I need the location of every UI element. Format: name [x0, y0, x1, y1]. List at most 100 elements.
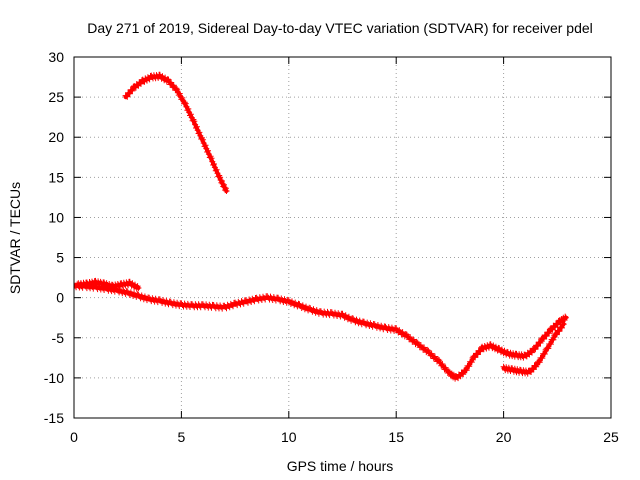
data-point — [532, 346, 539, 353]
data-point — [547, 341, 554, 348]
y-axis-label: SDTVAR / TECUs — [7, 182, 23, 294]
data-point — [219, 178, 225, 184]
data-point — [562, 313, 569, 320]
data-point — [463, 367, 470, 374]
series-satellite-arc-1 — [122, 71, 230, 194]
data-point — [529, 365, 536, 372]
chart-title: Day 271 of 2019, Sidereal Day-to-day VTE… — [87, 20, 593, 36]
data-point — [176, 90, 183, 97]
y-tick-label: -10 — [44, 370, 64, 386]
x-tick-label: 15 — [388, 429, 404, 445]
data-point — [541, 336, 547, 342]
data-point — [536, 359, 543, 366]
data-point — [217, 174, 224, 181]
data-point — [542, 332, 549, 339]
data-point — [219, 180, 226, 187]
data-point — [560, 321, 567, 328]
plot-frame — [73, 56, 612, 419]
data-point — [550, 336, 557, 343]
data-point — [185, 105, 192, 112]
data-point — [528, 369, 535, 375]
data-point — [173, 85, 180, 92]
data-point — [424, 346, 431, 353]
data-point — [546, 330, 553, 337]
data-point — [472, 354, 479, 361]
data-point — [413, 338, 420, 345]
data-point — [541, 351, 548, 357]
data-point — [217, 177, 224, 184]
x-tick-label: 20 — [496, 429, 512, 445]
data-point — [223, 188, 230, 194]
data-point — [187, 111, 194, 118]
y-tick-label: 25 — [48, 89, 64, 105]
data-point — [468, 359, 475, 366]
data-point — [559, 324, 565, 331]
y-tick-label: 10 — [48, 209, 64, 225]
y-tick-label: 0 — [56, 290, 64, 306]
data-point — [436, 357, 443, 364]
data-point — [181, 99, 188, 106]
series-satellite-arc-4 — [75, 277, 142, 292]
data-point — [442, 364, 449, 371]
data-point — [193, 123, 200, 130]
data-point — [174, 86, 181, 93]
series-satellite-arc-3 — [500, 320, 567, 377]
grid-lines — [74, 57, 611, 418]
data-point — [540, 335, 547, 342]
data-series — [74, 71, 569, 382]
data-point — [202, 142, 209, 149]
data-point — [474, 351, 481, 358]
data-point — [537, 340, 544, 346]
y-tick-label: 15 — [48, 169, 64, 185]
data-point — [208, 155, 215, 162]
x-axis-label: GPS time / hours — [287, 458, 394, 474]
data-point — [545, 345, 552, 352]
data-point — [539, 355, 546, 362]
data-point — [220, 181, 227, 188]
data-point — [251, 298, 258, 305]
data-point — [205, 147, 211, 154]
data-point — [562, 314, 569, 321]
data-point — [545, 329, 552, 336]
data-point — [129, 87, 136, 94]
data-point — [126, 90, 133, 97]
data-point — [435, 356, 442, 363]
y-tick-label: -15 — [44, 410, 64, 426]
data-point — [460, 371, 467, 378]
data-point — [477, 348, 484, 355]
data-point — [553, 331, 560, 338]
y-tick-label: 20 — [48, 129, 64, 145]
data-point — [123, 93, 130, 100]
data-point — [179, 94, 186, 101]
x-tick-label: 10 — [281, 429, 297, 445]
data-point — [529, 349, 535, 356]
data-point — [222, 185, 229, 192]
data-point — [230, 303, 236, 310]
data-point — [196, 129, 203, 136]
data-point — [213, 166, 220, 173]
y-tick-label: 5 — [56, 250, 64, 266]
x-tick-label: 25 — [603, 429, 619, 445]
x-tick-label: 0 — [70, 429, 78, 445]
data-point — [533, 363, 540, 370]
data-point — [182, 100, 189, 107]
data-point — [191, 118, 198, 125]
x-tick-label: 5 — [178, 429, 186, 445]
data-point — [221, 184, 228, 191]
data-point — [532, 363, 539, 370]
data-point — [466, 363, 473, 370]
y-tick-label: -5 — [52, 330, 65, 346]
data-point — [439, 361, 446, 367]
data-point — [135, 285, 142, 291]
data-point — [138, 80, 144, 87]
data-point — [553, 321, 560, 328]
data-point — [556, 328, 563, 335]
data-point — [199, 136, 206, 143]
axis-ticks: 0 5 10 15 20 25 -15 -10 -5 0 5 10 15 20 25 30 — [44, 49, 619, 445]
data-point — [211, 161, 217, 167]
data-point — [125, 282, 132, 288]
y-tick-label: 30 — [48, 49, 64, 65]
data-point — [155, 74, 162, 81]
